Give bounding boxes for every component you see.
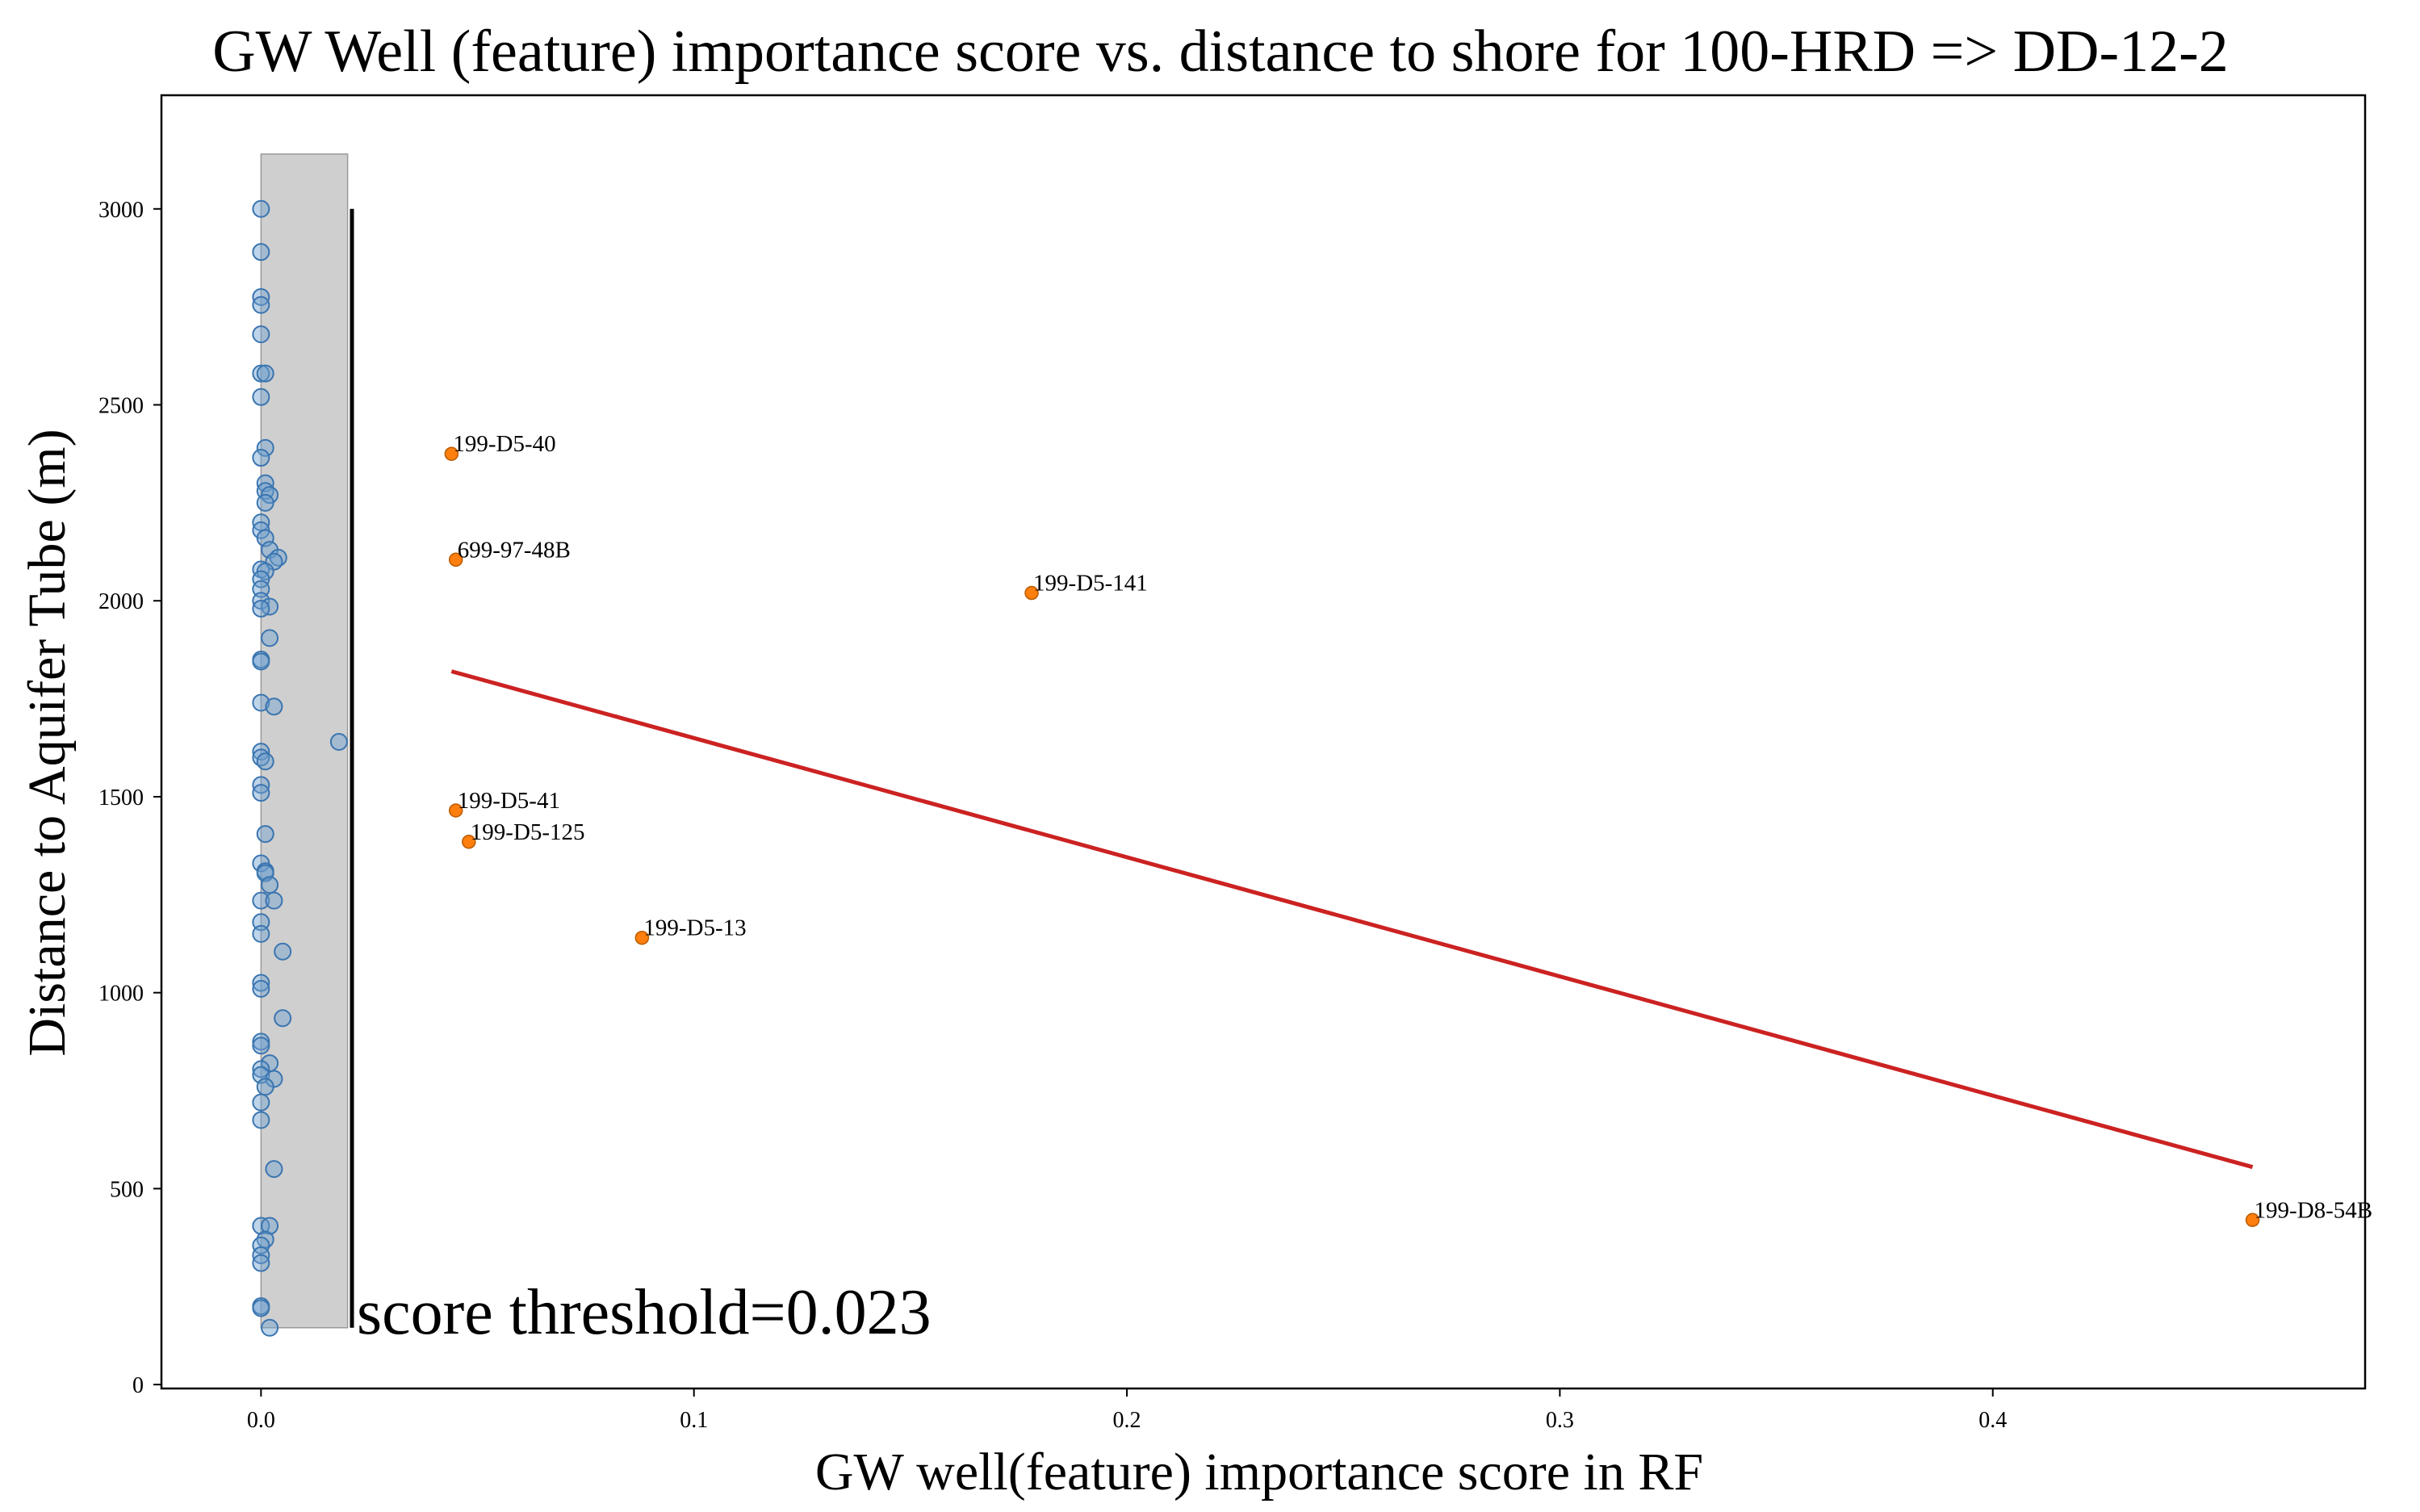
data-point-labeled: [448, 803, 463, 818]
data-point-low-score: [265, 697, 283, 716]
y-axis: 0 500 1000 1500 2000 2500 3000: [98, 198, 161, 1398]
data-point-low-score: [252, 1060, 270, 1079]
data-point-low-score: [252, 449, 270, 467]
data-point-low-score: [265, 891, 283, 910]
data-point-low-score: [252, 387, 270, 406]
data-point-low-score: [252, 1111, 270, 1129]
y-tick-label: 0: [132, 1373, 144, 1398]
data-point-low-score: [252, 784, 270, 802]
data-point-labeled: [634, 930, 650, 945]
data-point-low-score: [256, 825, 274, 844]
data-point-low-score: [261, 629, 279, 647]
data-point-low-score: [252, 652, 270, 671]
data-point-low-score: [252, 891, 270, 910]
y-tick-label: 2500: [98, 394, 144, 419]
data-point-low-score: [252, 570, 270, 588]
data-point-labeled: [2245, 1213, 2260, 1228]
y-tick-label: 3000: [98, 198, 144, 223]
y-tick-label: 2000: [98, 589, 144, 614]
data-point-low-score: [252, 325, 270, 344]
data-point-low-score: [256, 752, 274, 771]
data-point-low-score: [252, 243, 270, 262]
data-point-label: 199-D5-13: [643, 915, 746, 941]
data-point-low-score: [252, 599, 270, 618]
y-axis-label: Distance to Aquifer Tube (m): [18, 429, 77, 1056]
data-point-low-score: [252, 1093, 270, 1112]
data-point-low-score: [261, 1318, 279, 1337]
data-point-low-score: [256, 493, 274, 512]
y-tick-label: 1500: [98, 785, 144, 810]
data-point-low-score: [252, 199, 270, 218]
data-point-low-score: [256, 1078, 274, 1096]
x-axis-label: GW well(feature) importance score in RF: [815, 1443, 1703, 1502]
data-point-low-score: [252, 364, 270, 383]
data-point-labeled: [462, 835, 476, 849]
data-point-label: 199-D5-141: [1033, 571, 1148, 597]
x-tick-label: 0.4: [1978, 1408, 2007, 1433]
x-tick-label: 0.0: [247, 1408, 275, 1433]
data-point-label: 199-D8-54B: [2255, 1197, 2373, 1223]
chart-title: GW Well (feature) importance score vs. d…: [212, 19, 2229, 85]
x-tick-label: 0.2: [1113, 1408, 1141, 1433]
data-point-label: 199-D5-40: [453, 431, 555, 457]
y-tick-label: 1000: [98, 982, 144, 1007]
data-point-low-score: [261, 876, 279, 894]
data-point-low-score: [274, 942, 292, 961]
threshold-label: score threshold=0.023: [357, 1277, 932, 1348]
data-point-low-score: [265, 1160, 283, 1179]
data-point-low-score: [274, 1009, 292, 1028]
data-point-low-score: [252, 743, 270, 761]
data-point-low-score: [261, 1217, 279, 1235]
data-point-low-score: [256, 364, 274, 383]
regression-line: [450, 669, 2254, 1170]
x-tick-label: 0.3: [1546, 1408, 1574, 1433]
data-point-low-score: [252, 295, 270, 314]
data-point-low-score: [252, 974, 270, 992]
x-tick-label: 0.1: [680, 1408, 708, 1433]
data-point-label: 699-97-48B: [458, 537, 571, 563]
data-point-label: 199-D5-125: [471, 819, 585, 845]
data-point-low-score: [252, 924, 270, 943]
data-point-low-score: [252, 979, 270, 998]
x-axis: 0.0 0.1 0.2 0.3 0.4: [247, 1388, 2007, 1433]
data-point-low-score: [252, 1299, 270, 1317]
data-point-label: 199-D5-41: [458, 788, 560, 814]
plot-area: score threshold=0.023 199-D5-40 699-97-48B…: [160, 94, 2373, 1390]
plot-frame: [160, 94, 2367, 1390]
y-tick-label: 500: [110, 1177, 144, 1202]
threshold-band: [260, 153, 349, 1329]
data-point-low-score: [252, 1037, 270, 1055]
data-point-low-score: [329, 733, 348, 751]
data-point-low-score: [252, 1032, 270, 1051]
data-point-low-score: [252, 1254, 270, 1272]
data-point-labeled: [1024, 585, 1039, 601]
data-point-labeled: [444, 446, 459, 461]
data-point-low-score: [252, 1236, 270, 1254]
data-point-low-score: [256, 438, 274, 457]
data-point-low-score: [252, 693, 270, 712]
data-point-labeled: [448, 552, 463, 568]
